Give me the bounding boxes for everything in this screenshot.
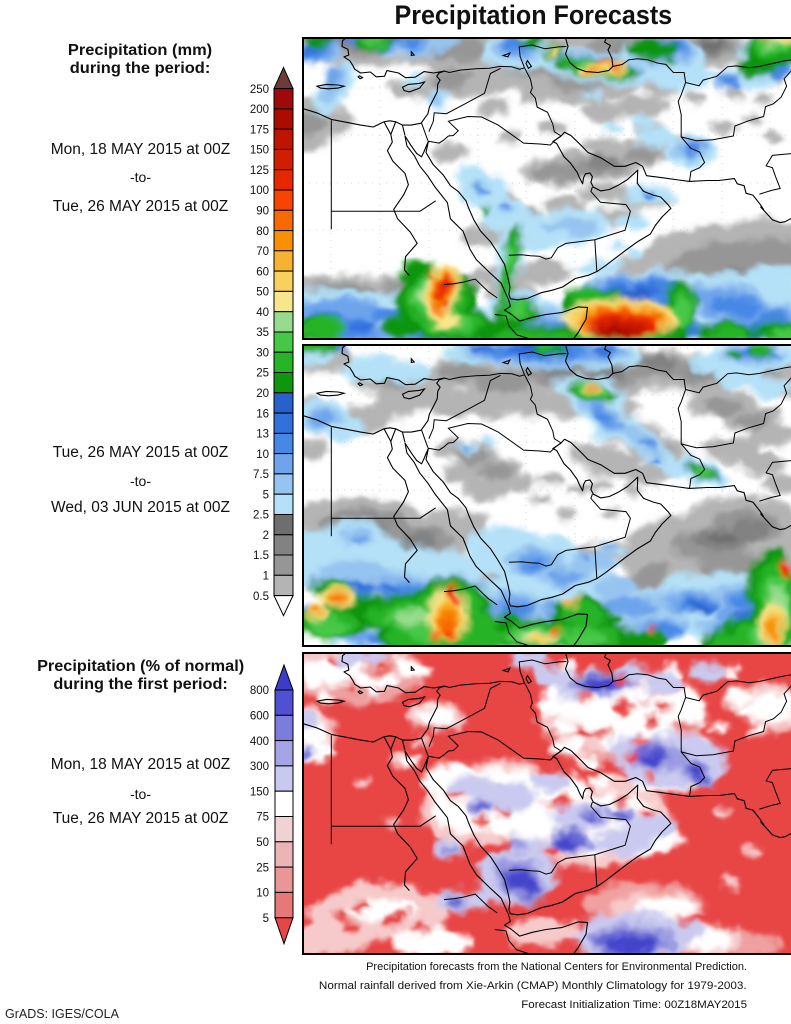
- svg-text:5: 5: [263, 913, 269, 925]
- svg-text:250: 250: [250, 84, 269, 96]
- svg-text:16: 16: [256, 408, 269, 420]
- svg-text:25: 25: [256, 862, 269, 874]
- svg-text:7.5: 7.5: [253, 469, 269, 481]
- svg-text:2: 2: [263, 530, 269, 542]
- svg-text:25: 25: [256, 368, 269, 380]
- svg-text:80: 80: [256, 226, 269, 238]
- svg-text:50: 50: [256, 837, 269, 849]
- svg-text:10: 10: [256, 449, 269, 461]
- svg-text:1: 1: [263, 571, 269, 583]
- svg-text:800: 800: [250, 685, 269, 697]
- svg-text:400: 400: [250, 736, 269, 748]
- svg-text:5: 5: [263, 489, 269, 501]
- svg-text:13: 13: [256, 429, 269, 441]
- svg-text:75: 75: [256, 812, 269, 824]
- svg-text:30: 30: [256, 347, 269, 359]
- svg-text:90: 90: [256, 206, 269, 218]
- svg-text:200: 200: [250, 104, 269, 116]
- svg-text:10: 10: [256, 888, 269, 900]
- svg-text:100: 100: [250, 185, 269, 197]
- svg-text:600: 600: [250, 711, 269, 723]
- svg-text:20: 20: [256, 388, 269, 400]
- svg-text:175: 175: [250, 124, 269, 136]
- svg-text:35: 35: [256, 327, 269, 339]
- svg-text:300: 300: [250, 761, 269, 773]
- svg-text:125: 125: [250, 165, 269, 177]
- svg-text:1.5: 1.5: [253, 550, 269, 562]
- svg-text:150: 150: [250, 786, 269, 798]
- svg-text:70: 70: [256, 246, 269, 258]
- svg-text:40: 40: [256, 307, 269, 319]
- svg-text:50: 50: [256, 287, 269, 299]
- svg-text:0.5: 0.5: [253, 591, 269, 603]
- svg-text:150: 150: [250, 145, 269, 157]
- svg-text:60: 60: [256, 266, 269, 278]
- svg-text:2.5: 2.5: [253, 510, 269, 522]
